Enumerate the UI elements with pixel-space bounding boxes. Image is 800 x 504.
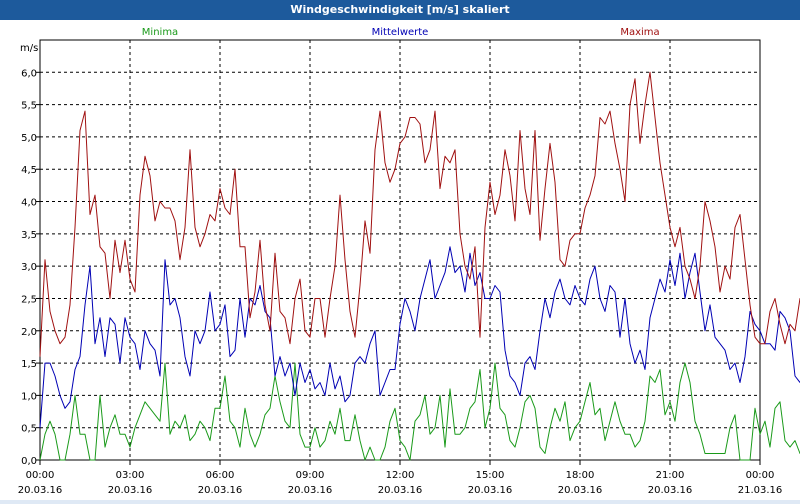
y-axis-label: m/s bbox=[20, 43, 38, 54]
y-tick-label: 0,0 bbox=[21, 456, 37, 467]
axis-ticks: 0,0 0,5 1,0 1,5 2,0 2,5 3,0 3,5 4,0 4,5 5,0 5,5 6,0 0… bbox=[18, 68, 783, 496]
x-tick-date: 20.03.16 bbox=[558, 485, 603, 496]
x-tick-time: 21:00 bbox=[656, 470, 685, 481]
x-tick-time: 00:00 bbox=[746, 470, 775, 481]
y-tick-label: 2,5 bbox=[21, 294, 37, 305]
x-tick-date: 20.03.16 bbox=[108, 485, 153, 496]
series-lines bbox=[39, 71, 800, 461]
wind-speed-chart: 0,0 0,5 1,0 1,5 2,0 2,5 3,0 3,5 4,0 4,5 5,0 5,5 6,0 0… bbox=[18, 27, 800, 496]
x-tick-time: 12:00 bbox=[386, 470, 415, 481]
series-line-minima bbox=[39, 362, 800, 461]
x-tick-date: 20.03.16 bbox=[18, 485, 63, 496]
y-tick-label: 5,5 bbox=[21, 101, 37, 112]
legend-entry-minima: Minima bbox=[142, 27, 178, 38]
x-tick-date: 20.03.16 bbox=[648, 485, 693, 496]
y-tick-label: 1,0 bbox=[21, 391, 37, 402]
legend-entry-mittelwerte: Mittelwerte bbox=[372, 27, 429, 38]
y-tick-label: 4,5 bbox=[21, 165, 37, 176]
x-tick-date: 20.03.16 bbox=[198, 485, 243, 496]
x-tick-time: 18:00 bbox=[566, 470, 595, 481]
series-line-maxima bbox=[39, 71, 800, 357]
y-tick-label: 1,5 bbox=[21, 359, 37, 370]
x-tick-time: 09:00 bbox=[296, 470, 325, 481]
y-tick-label: 3,0 bbox=[21, 262, 37, 273]
legend: Minima Mittelwerte Maxima bbox=[142, 27, 660, 38]
y-tick-label: 0,5 bbox=[21, 424, 37, 435]
legend-entry-maxima: Maxima bbox=[620, 27, 659, 38]
series-line-mittelwerte bbox=[39, 246, 800, 428]
y-tick-label: 3,5 bbox=[21, 230, 37, 241]
x-tick-date: 20.03.16 bbox=[378, 485, 423, 496]
x-tick-time: 03:00 bbox=[116, 470, 145, 481]
x-tick-date: 21.03.16 bbox=[738, 485, 783, 496]
y-tick-label: 5,0 bbox=[21, 133, 37, 144]
y-tick-label: 2,0 bbox=[21, 327, 37, 338]
y-tick-label: 4,0 bbox=[21, 198, 37, 209]
x-tick-time: 00:00 bbox=[26, 470, 55, 481]
chart-title: Windgeschwindigkeit [m/s] skaliert bbox=[0, 0, 800, 20]
x-tick-date: 20.03.16 bbox=[468, 485, 513, 496]
x-tick-date: 20.03.16 bbox=[288, 485, 333, 496]
x-tick-time: 06:00 bbox=[206, 470, 235, 481]
x-tick-time: 15:00 bbox=[476, 470, 505, 481]
chart-frame: 0,0 0,5 1,0 1,5 2,0 2,5 3,0 3,5 4,0 4,5 5,0 5,5 6,0 0… bbox=[0, 20, 800, 500]
y-tick-label: 6,0 bbox=[21, 68, 37, 79]
